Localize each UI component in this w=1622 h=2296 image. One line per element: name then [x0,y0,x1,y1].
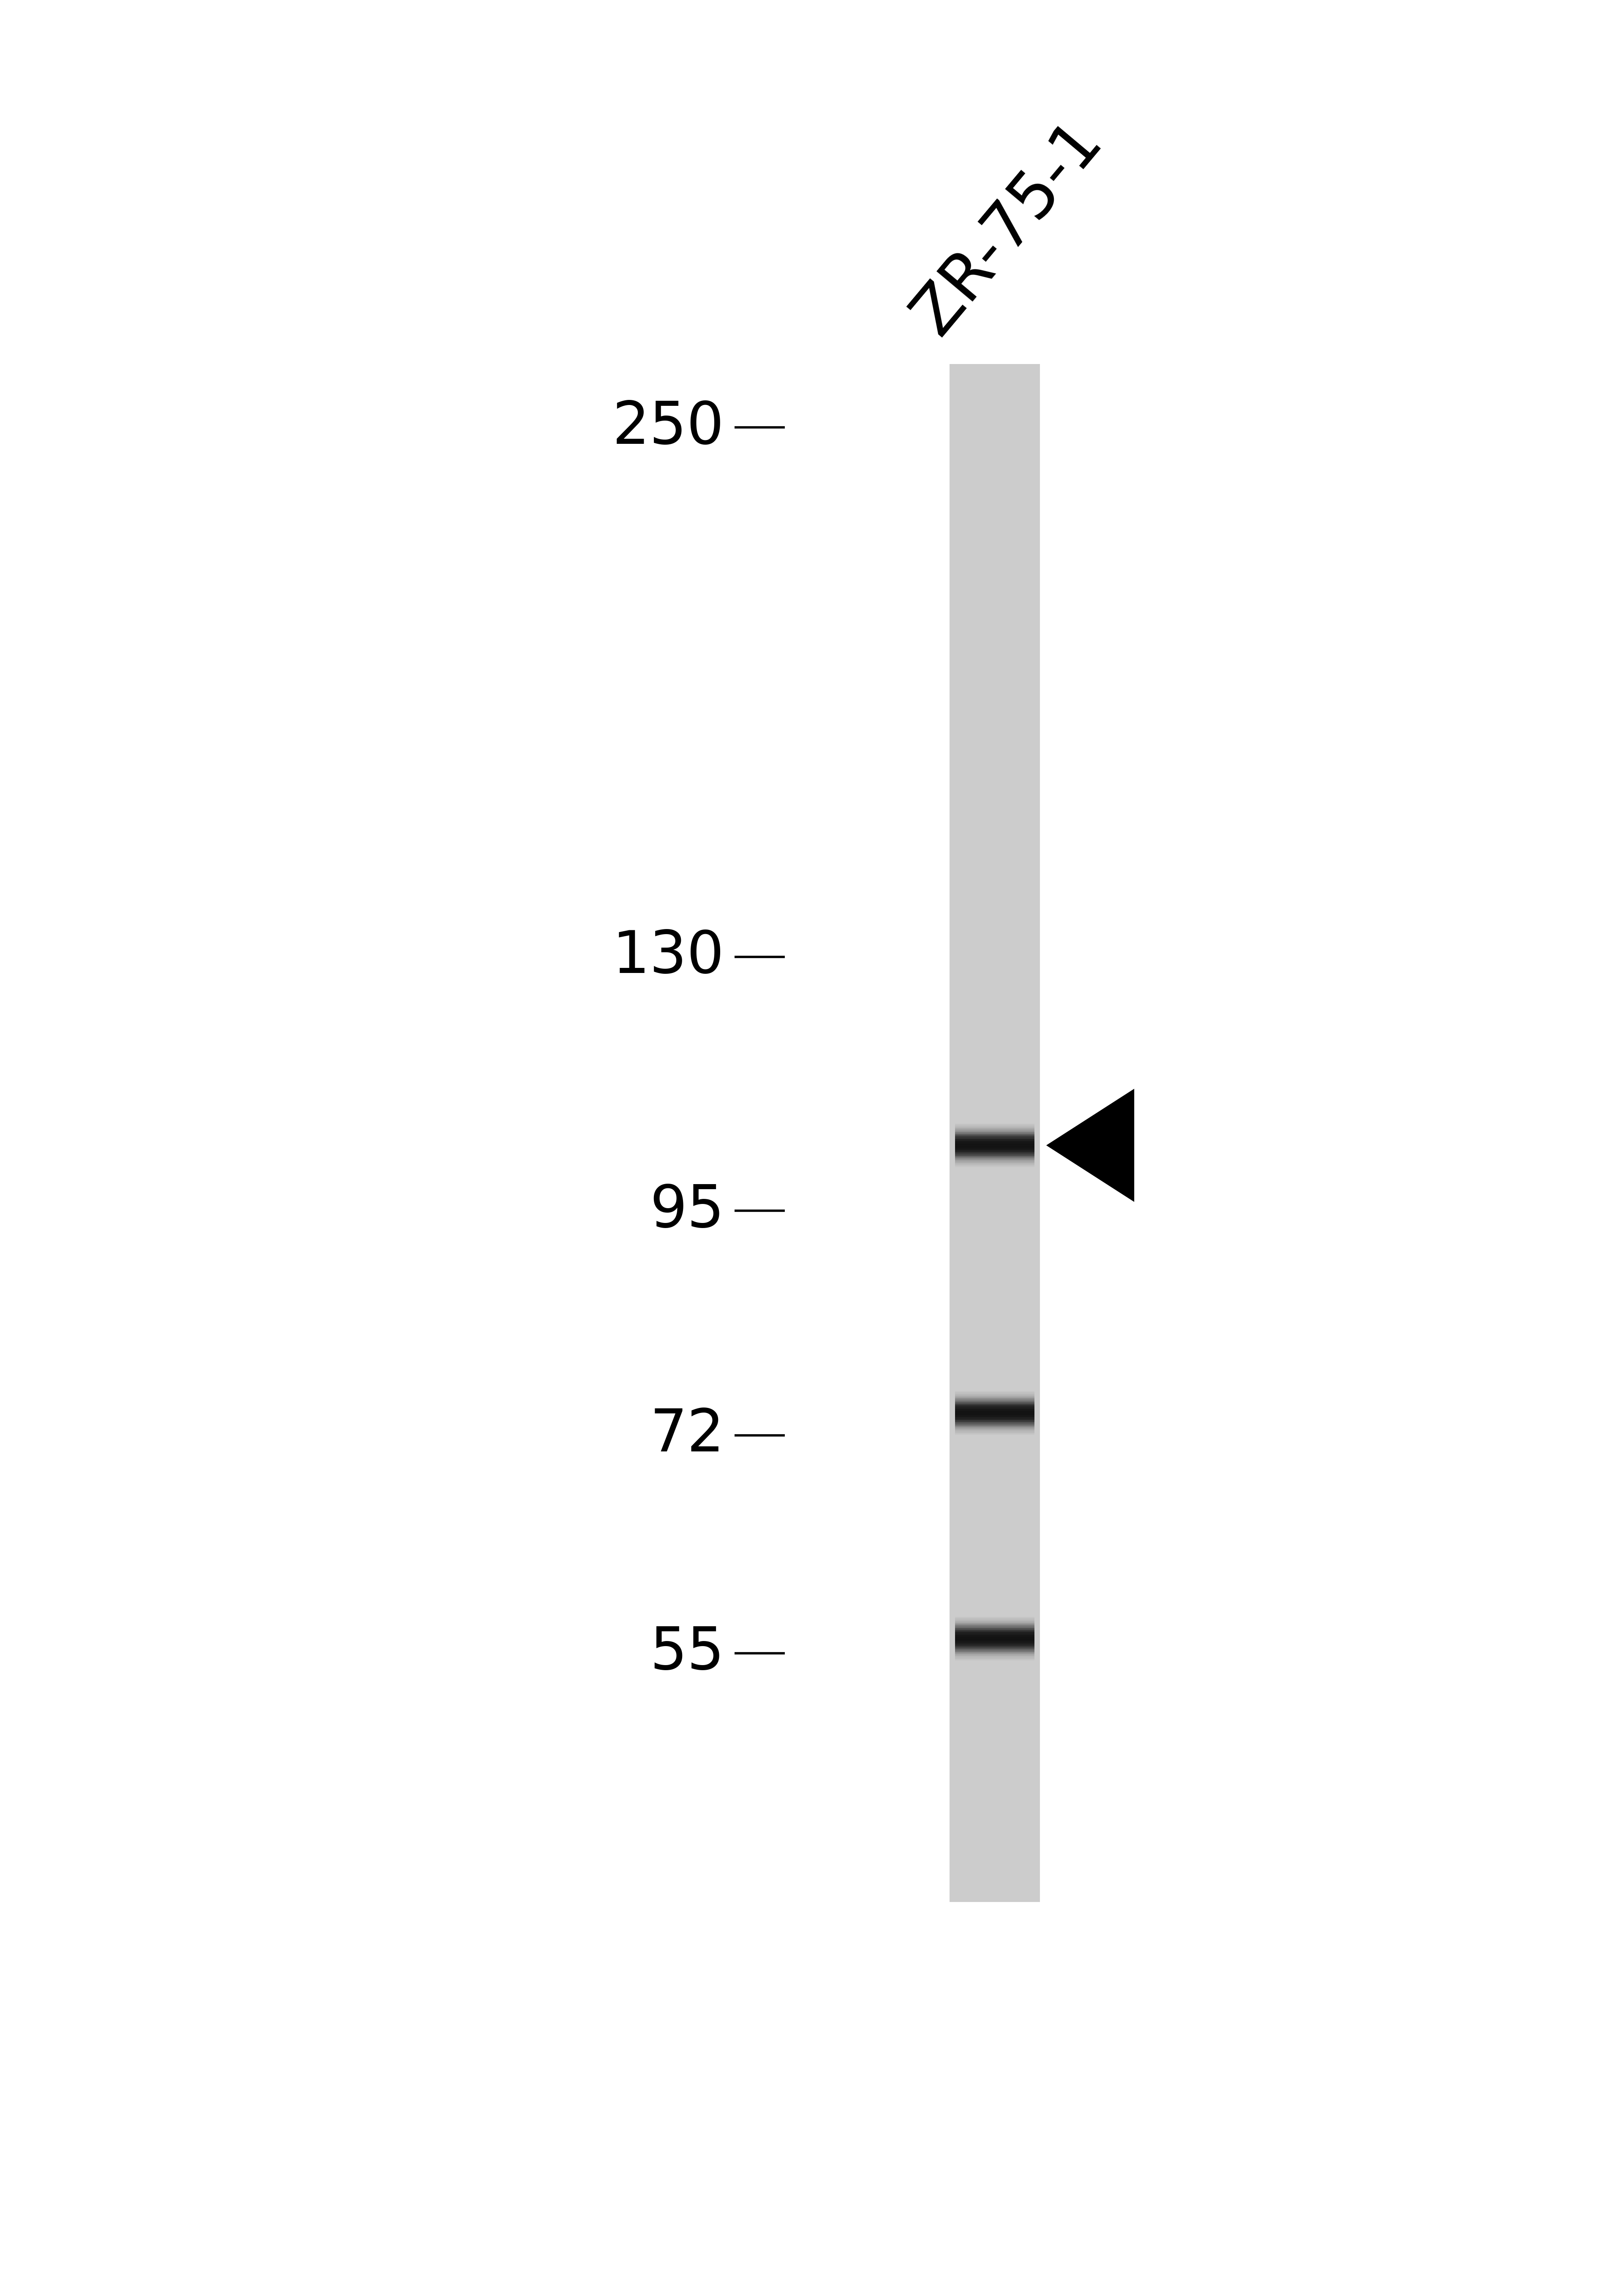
Bar [949,363,1040,1901]
Text: 250: 250 [613,400,725,457]
Text: 72: 72 [650,1407,725,1463]
Text: 55: 55 [650,1626,725,1681]
Text: 130: 130 [613,928,725,985]
Text: ZR-75-1: ZR-75-1 [902,110,1114,347]
Polygon shape [1046,1088,1134,1201]
Text: 95: 95 [650,1182,725,1240]
